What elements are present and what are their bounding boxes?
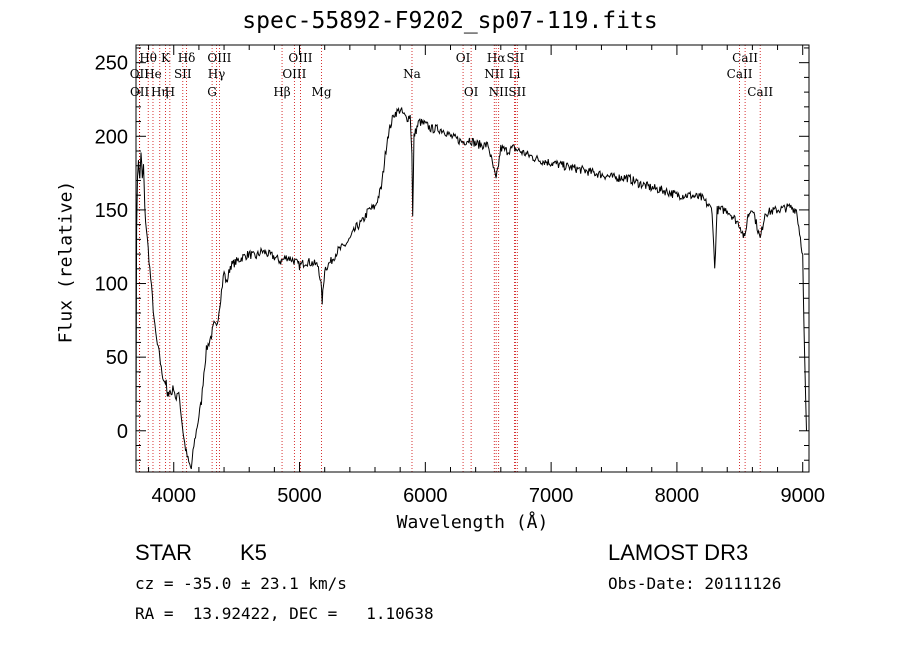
spectral-line-label: CaII [727,67,753,81]
chart-title: spec-55892-F9202_sp07-119.fits [242,8,658,34]
spectral-line-label: OIII [282,67,306,81]
spectral-line-label: OII [130,67,150,81]
spectral-line-label: NII [489,85,509,99]
x-axis-label: Wavelength (Å) [396,512,549,533]
survey-name: LAMOST DR3 [608,540,749,565]
spectral-line-label: Li [508,67,520,81]
spectral-line-label: OIII [207,51,231,65]
redshift-info: cz = -35.0 ± 23.1 km/s [135,574,347,593]
y-tick-label: 0 [117,421,128,443]
x-tick-label: 9000 [780,485,825,507]
spectral-line-label: CaII [732,51,758,65]
spectral-line-label: Hγ [208,67,226,81]
spectral-line-label: Hβ [273,85,290,99]
spectral-line-label: Mg [312,85,332,99]
spectral-line-label: OIII [288,51,312,65]
spectral-line-label: Hη [151,85,169,99]
spectral-line-label: OI [464,85,479,99]
object-class: STAR [135,540,193,565]
y-tick-label: 150 [95,200,128,222]
x-tick-label: 7000 [529,485,574,507]
obs-date: Obs-Date: 20111126 [608,574,782,593]
spectral-line-label: H [165,85,175,99]
spectral-line-label: K [161,51,171,65]
spectral-line-label: SII [508,85,526,99]
spectral-line-label: NII [484,67,504,81]
spectral-line-label: Hα [487,51,506,65]
spectrum-line [135,106,807,470]
object-subclass: K5 [240,540,267,565]
y-tick-label: 250 [95,53,128,75]
plot-frame [135,44,810,473]
spectral-line-label: SII [507,51,525,65]
spectral-line-label: CaII [747,85,773,99]
spectral-line-label: Na [403,67,421,81]
spectral-line-label: OI [456,51,471,65]
spectral-line-label: Hδ [178,51,196,65]
x-tick-label: 8000 [655,485,700,507]
y-tick-label: 200 [95,126,128,148]
spectral-line-label: SII [174,67,192,81]
x-tick-label: 6000 [403,485,448,507]
y-tick-label: 100 [95,274,128,296]
spectral-line-label: G [207,85,217,99]
y-axis-label: Flux (relative) [55,180,77,344]
x-tick-label: 4000 [151,485,196,507]
spectral-line-label: He [144,67,162,81]
coordinates: RA = 13.92422, DEC = 1.10638 [135,604,434,623]
y-tick-label: 50 [106,347,128,369]
x-tick-label: 5000 [277,485,322,507]
